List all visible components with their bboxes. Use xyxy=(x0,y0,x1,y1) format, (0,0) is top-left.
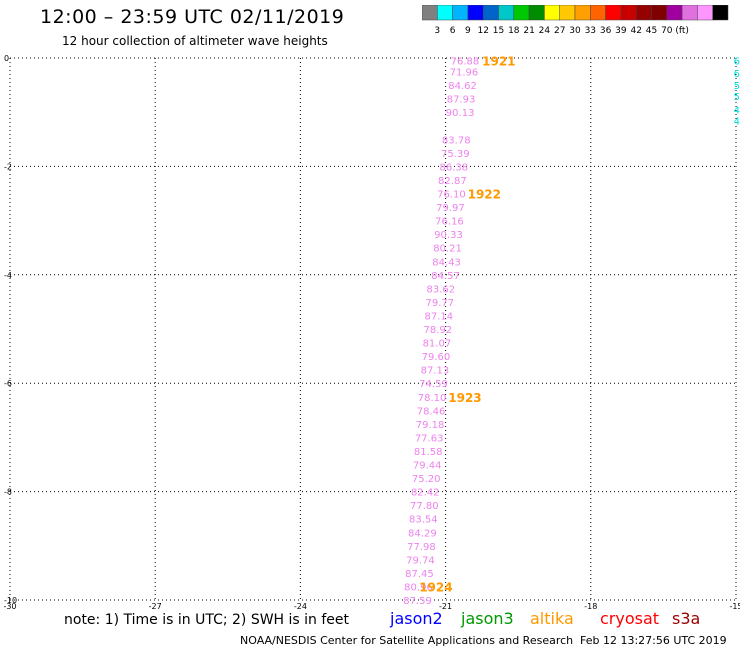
wave-height-label: 77.98 xyxy=(407,542,436,553)
wave-height-label: 79.18 xyxy=(416,420,445,431)
wave-height-label: 74.59 xyxy=(419,379,448,390)
mission-s3a: s3a xyxy=(672,609,701,628)
wave-height-label: 78.92 xyxy=(424,325,453,336)
wave-height-label: 79.44 xyxy=(413,461,442,472)
y-tick-label: -10 xyxy=(4,596,17,605)
wave-height-label: 79.60 xyxy=(422,352,451,363)
wave-height-label: 76.16 xyxy=(435,217,464,228)
wave-height-label: 75.39 xyxy=(441,149,470,160)
wave-height-label: 82.87 xyxy=(438,176,467,187)
wave-height-label: 75.20 xyxy=(412,474,441,485)
scale-label: 36 xyxy=(600,26,612,36)
time-label: 1921 xyxy=(482,55,515,69)
wave-height-label: 82.42 xyxy=(411,488,440,499)
wave-height-label: 83.62 xyxy=(426,284,455,295)
y-tick-label: -4 xyxy=(4,271,12,280)
wave-height-label: 76.88 xyxy=(451,57,480,68)
time-label: 1924 xyxy=(419,580,452,594)
wave-height-label: 80.96 xyxy=(404,582,433,593)
mission-altika: altika xyxy=(530,609,574,628)
wave-height-label: 76.10 xyxy=(437,190,466,201)
mission-jason3: jason3 xyxy=(461,609,514,628)
wave-height-label: 90.13 xyxy=(446,108,475,119)
scale-label: 45 xyxy=(646,26,657,36)
wave-height-label: 90.33 xyxy=(434,230,463,241)
scale-label: 39 xyxy=(615,26,627,36)
scale-label: 12 xyxy=(477,26,488,36)
edge-wave-height-label: 5. xyxy=(734,81,740,92)
credit-text: NOAA/NESDIS Center for Satellite Applica… xyxy=(240,634,574,647)
scale-label: 30 xyxy=(569,26,581,36)
edge-wave-height-label: 4 xyxy=(734,116,740,127)
scale-label: 70 xyxy=(661,26,673,36)
scale-label: 6 xyxy=(450,26,456,36)
scale-label: 24 xyxy=(539,26,551,36)
y-tick-label: -6 xyxy=(4,379,12,388)
y-tick-label: -2 xyxy=(4,162,12,171)
scale-label: 18 xyxy=(508,26,520,36)
mission-jason2: jason2 xyxy=(390,609,443,628)
x-tick-label: -21 xyxy=(439,602,452,610)
scale-label: (ft) xyxy=(675,26,689,36)
chart-subtitle: 12 hour collection of altimeter wave hei… xyxy=(62,34,328,48)
generated-timestamp: Feb 12 13:27:56 UTC 2019 xyxy=(580,634,727,647)
wave-height-label: 87.13 xyxy=(421,366,450,377)
time-label: 1922 xyxy=(468,188,501,202)
wave-height-label: 79.77 xyxy=(425,298,454,309)
wave-height-label: 78.46 xyxy=(417,406,446,417)
altimeter-chart: -30 -27 -24 -21 -18 -15 0 -2 -4 -6 -8 -10 76.8871.96… xyxy=(3,54,740,610)
scale-swatch xyxy=(712,5,729,21)
time-label: 1923 xyxy=(448,391,481,405)
scale-label: 42 xyxy=(630,26,641,36)
y-tick-label: 0 xyxy=(4,54,9,63)
scale-label: 33 xyxy=(585,26,596,36)
x-tick-label: -24 xyxy=(294,602,307,610)
wave-height-label: 80.21 xyxy=(433,244,462,255)
scale-label: 21 xyxy=(523,26,534,36)
wave-height-label: 81.58 xyxy=(414,447,443,458)
wave-height-label: 79.97 xyxy=(436,203,465,214)
scale-label: 3 xyxy=(434,26,440,36)
chart-title: 12:00 – 23:59 UTC 02/11/2019 xyxy=(40,6,345,28)
color-scale-legend: 3 6 9 12 15 18 21 24 27 30 33 36 39 42 45 70 (ft) xyxy=(422,5,729,36)
x-tick-label: -18 xyxy=(584,602,597,610)
mission-cryosat: cryosat xyxy=(600,609,660,628)
wave-height-label: 87.93 xyxy=(447,95,476,106)
edge-wave-height-label: 6. xyxy=(734,69,740,80)
wave-height-label: 83.78 xyxy=(442,135,471,146)
wave-height-label: 84.57 xyxy=(431,271,460,282)
wave-height-label: 84.43 xyxy=(432,257,461,268)
wave-height-label: 77.80 xyxy=(410,501,439,512)
wave-height-label: 84.29 xyxy=(408,528,437,539)
wave-height-label: 83.54 xyxy=(409,515,438,526)
x-tick-label: -30 xyxy=(3,602,16,610)
scale-label: 15 xyxy=(493,26,504,36)
y-tick-label: -8 xyxy=(4,488,12,497)
x-tick-label: -27 xyxy=(149,602,162,610)
x-tick-label: -15 xyxy=(729,602,740,610)
edge-wave-height-label: 5 xyxy=(734,92,740,103)
wave-height-label: 81.07 xyxy=(423,339,452,350)
edge-wave-height-label: 6.7 xyxy=(734,57,740,68)
wave-height-label: 87.59 xyxy=(403,596,432,607)
scale-label: 27 xyxy=(554,26,565,36)
wave-height-label: 87.45 xyxy=(405,569,434,580)
wave-height-label: 78.10 xyxy=(418,393,447,404)
scale-label: 9 xyxy=(465,26,471,36)
wave-height-label: 71.96 xyxy=(450,68,479,79)
wave-height-label: 79.74 xyxy=(406,555,435,566)
footer-note: note: 1) Time is in UTC; 2) SWH is in fe… xyxy=(64,612,350,628)
wave-height-label: 84.62 xyxy=(448,81,477,92)
wave-height-label: 77.63 xyxy=(415,433,444,444)
wave-height-label: 87.14 xyxy=(425,311,454,322)
wave-height-label: 86.38 xyxy=(440,162,469,173)
edge-wave-height-label: 4 xyxy=(734,105,740,116)
